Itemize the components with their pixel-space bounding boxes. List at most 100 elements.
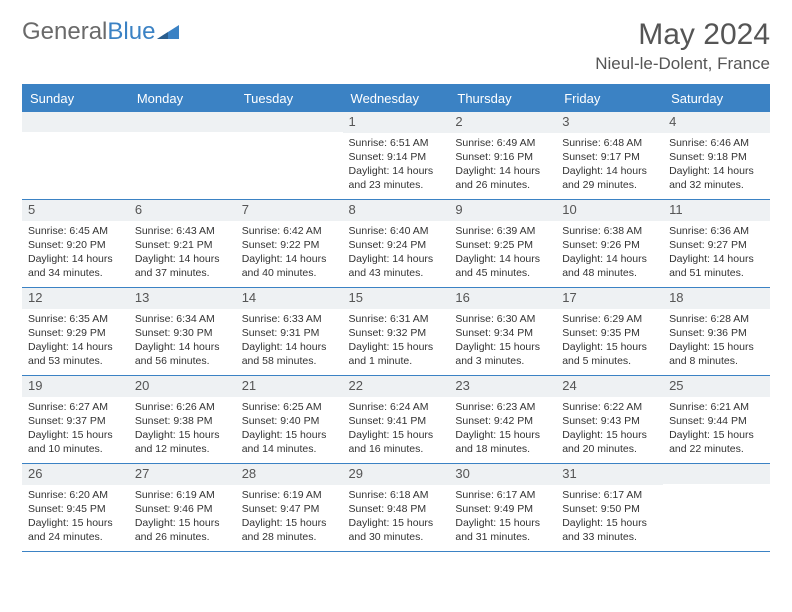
sunset-text: Sunset: 9:49 PM (455, 502, 550, 516)
sunset-text: Sunset: 9:36 PM (669, 326, 764, 340)
daylight-text: Daylight: 15 hours and 1 minute. (349, 340, 444, 368)
day-number-bar (129, 112, 236, 132)
day-details: Sunrise: 6:48 AMSunset: 9:17 PMDaylight:… (556, 133, 663, 197)
sunrise-text: Sunrise: 6:22 AM (562, 400, 657, 414)
calendar-cell: 2Sunrise: 6:49 AMSunset: 9:16 PMDaylight… (449, 112, 556, 200)
calendar-cell: 30Sunrise: 6:17 AMSunset: 9:49 PMDayligh… (449, 464, 556, 552)
day-number: 7 (236, 200, 343, 221)
sunset-text: Sunset: 9:34 PM (455, 326, 550, 340)
day-details: Sunrise: 6:26 AMSunset: 9:38 PMDaylight:… (129, 397, 236, 461)
sunset-text: Sunset: 9:22 PM (242, 238, 337, 252)
sunset-text: Sunset: 9:37 PM (28, 414, 123, 428)
weekday-header: Wednesday (343, 85, 450, 112)
daylight-text: Daylight: 14 hours and 37 minutes. (135, 252, 230, 280)
calendar-row: 5Sunrise: 6:45 AMSunset: 9:20 PMDaylight… (22, 200, 770, 288)
calendar-table: Sunday Monday Tuesday Wednesday Thursday… (22, 84, 770, 552)
day-number: 13 (129, 288, 236, 309)
calendar-cell: 27Sunrise: 6:19 AMSunset: 9:46 PMDayligh… (129, 464, 236, 552)
calendar-cell: 31Sunrise: 6:17 AMSunset: 9:50 PMDayligh… (556, 464, 663, 552)
day-details: Sunrise: 6:46 AMSunset: 9:18 PMDaylight:… (663, 133, 770, 197)
day-number: 17 (556, 288, 663, 309)
sunrise-text: Sunrise: 6:20 AM (28, 488, 123, 502)
day-details: Sunrise: 6:45 AMSunset: 9:20 PMDaylight:… (22, 221, 129, 285)
daylight-text: Daylight: 15 hours and 30 minutes. (349, 516, 444, 544)
daylight-text: Daylight: 15 hours and 24 minutes. (28, 516, 123, 544)
sunset-text: Sunset: 9:44 PM (669, 414, 764, 428)
calendar-cell: 12Sunrise: 6:35 AMSunset: 9:29 PMDayligh… (22, 288, 129, 376)
daylight-text: Daylight: 15 hours and 14 minutes. (242, 428, 337, 456)
month-title: May 2024 (595, 18, 770, 52)
daylight-text: Daylight: 14 hours and 58 minutes. (242, 340, 337, 368)
sunrise-text: Sunrise: 6:26 AM (135, 400, 230, 414)
day-details: Sunrise: 6:38 AMSunset: 9:26 PMDaylight:… (556, 221, 663, 285)
daylight-text: Daylight: 15 hours and 26 minutes. (135, 516, 230, 544)
calendar-cell: 20Sunrise: 6:26 AMSunset: 9:38 PMDayligh… (129, 376, 236, 464)
day-number: 1 (343, 112, 450, 133)
daylight-text: Daylight: 15 hours and 28 minutes. (242, 516, 337, 544)
calendar-body: 1Sunrise: 6:51 AMSunset: 9:14 PMDaylight… (22, 112, 770, 552)
sunset-text: Sunset: 9:31 PM (242, 326, 337, 340)
calendar-cell: 1Sunrise: 6:51 AMSunset: 9:14 PMDaylight… (343, 112, 450, 200)
logo-text-blue: Blue (107, 18, 155, 46)
daylight-text: Daylight: 14 hours and 32 minutes. (669, 164, 764, 192)
daylight-text: Daylight: 14 hours and 40 minutes. (242, 252, 337, 280)
calendar-cell: 14Sunrise: 6:33 AMSunset: 9:31 PMDayligh… (236, 288, 343, 376)
calendar-cell: 11Sunrise: 6:36 AMSunset: 9:27 PMDayligh… (663, 200, 770, 288)
sunrise-text: Sunrise: 6:48 AM (562, 136, 657, 150)
sunrise-text: Sunrise: 6:34 AM (135, 312, 230, 326)
day-number: 25 (663, 376, 770, 397)
sunset-text: Sunset: 9:16 PM (455, 150, 550, 164)
day-number: 5 (22, 200, 129, 221)
day-number-bar (22, 112, 129, 132)
day-number: 6 (129, 200, 236, 221)
title-block: May 2024 Nieul-le-Dolent, France (595, 18, 770, 74)
sunrise-text: Sunrise: 6:17 AM (455, 488, 550, 502)
day-details: Sunrise: 6:25 AMSunset: 9:40 PMDaylight:… (236, 397, 343, 461)
weekday-header-row: Sunday Monday Tuesday Wednesday Thursday… (22, 85, 770, 112)
calendar-cell (663, 464, 770, 552)
sunset-text: Sunset: 9:27 PM (669, 238, 764, 252)
calendar-cell: 23Sunrise: 6:23 AMSunset: 9:42 PMDayligh… (449, 376, 556, 464)
sunrise-text: Sunrise: 6:49 AM (455, 136, 550, 150)
sunset-text: Sunset: 9:30 PM (135, 326, 230, 340)
calendar-cell: 17Sunrise: 6:29 AMSunset: 9:35 PMDayligh… (556, 288, 663, 376)
day-details: Sunrise: 6:43 AMSunset: 9:21 PMDaylight:… (129, 221, 236, 285)
sunrise-text: Sunrise: 6:19 AM (242, 488, 337, 502)
sunrise-text: Sunrise: 6:36 AM (669, 224, 764, 238)
sunrise-text: Sunrise: 6:38 AM (562, 224, 657, 238)
sunset-text: Sunset: 9:45 PM (28, 502, 123, 516)
sunrise-text: Sunrise: 6:40 AM (349, 224, 444, 238)
daylight-text: Daylight: 14 hours and 48 minutes. (562, 252, 657, 280)
sunset-text: Sunset: 9:47 PM (242, 502, 337, 516)
day-details: Sunrise: 6:19 AMSunset: 9:46 PMDaylight:… (129, 485, 236, 549)
sunset-text: Sunset: 9:26 PM (562, 238, 657, 252)
calendar-cell: 16Sunrise: 6:30 AMSunset: 9:34 PMDayligh… (449, 288, 556, 376)
calendar-cell: 8Sunrise: 6:40 AMSunset: 9:24 PMDaylight… (343, 200, 450, 288)
weekday-header: Friday (556, 85, 663, 112)
calendar-row: 1Sunrise: 6:51 AMSunset: 9:14 PMDaylight… (22, 112, 770, 200)
day-number: 18 (663, 288, 770, 309)
day-details: Sunrise: 6:34 AMSunset: 9:30 PMDaylight:… (129, 309, 236, 373)
day-number: 12 (22, 288, 129, 309)
calendar-cell: 21Sunrise: 6:25 AMSunset: 9:40 PMDayligh… (236, 376, 343, 464)
calendar-cell (129, 112, 236, 200)
day-details: Sunrise: 6:17 AMSunset: 9:49 PMDaylight:… (449, 485, 556, 549)
weekday-header: Sunday (22, 85, 129, 112)
sunset-text: Sunset: 9:18 PM (669, 150, 764, 164)
daylight-text: Daylight: 14 hours and 34 minutes. (28, 252, 123, 280)
day-number: 24 (556, 376, 663, 397)
weekday-header: Thursday (449, 85, 556, 112)
calendar-cell: 4Sunrise: 6:46 AMSunset: 9:18 PMDaylight… (663, 112, 770, 200)
day-details: Sunrise: 6:29 AMSunset: 9:35 PMDaylight:… (556, 309, 663, 373)
calendar-cell (236, 112, 343, 200)
calendar-cell: 29Sunrise: 6:18 AMSunset: 9:48 PMDayligh… (343, 464, 450, 552)
calendar-cell: 7Sunrise: 6:42 AMSunset: 9:22 PMDaylight… (236, 200, 343, 288)
sunset-text: Sunset: 9:42 PM (455, 414, 550, 428)
day-details: Sunrise: 6:35 AMSunset: 9:29 PMDaylight:… (22, 309, 129, 373)
calendar-cell: 28Sunrise: 6:19 AMSunset: 9:47 PMDayligh… (236, 464, 343, 552)
sunset-text: Sunset: 9:20 PM (28, 238, 123, 252)
calendar-row: 19Sunrise: 6:27 AMSunset: 9:37 PMDayligh… (22, 376, 770, 464)
sunrise-text: Sunrise: 6:35 AM (28, 312, 123, 326)
daylight-text: Daylight: 15 hours and 10 minutes. (28, 428, 123, 456)
sunset-text: Sunset: 9:35 PM (562, 326, 657, 340)
